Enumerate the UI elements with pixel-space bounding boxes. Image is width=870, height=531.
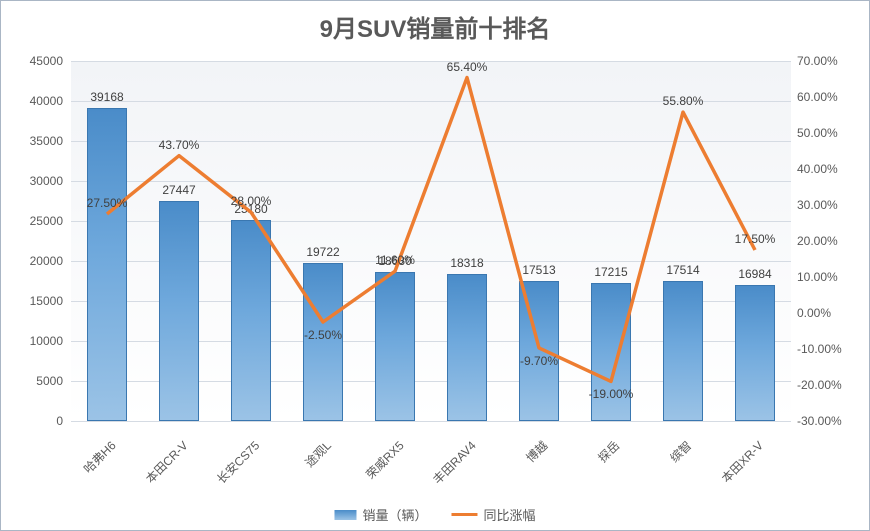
y2-tick-label: 20.00% xyxy=(797,234,857,248)
line-value-label: 11.60% xyxy=(375,253,415,267)
chart-container: 9月SUV销量前十排名 39168哈弗H627447本田CR-V25180长安C… xyxy=(0,0,870,531)
line-value-label: 17.50% xyxy=(735,232,776,246)
y1-tick-label: 35000 xyxy=(3,134,63,148)
x-tick-label: 丰田RAV4 xyxy=(428,437,479,488)
legend-item-bar: 销量（辆） xyxy=(334,505,427,524)
y2-tick-label: -20.00% xyxy=(797,378,857,392)
legend-bar-label: 销量（辆） xyxy=(362,505,427,524)
x-tick-label: 荣威RX5 xyxy=(362,437,408,483)
legend-line-label: 同比涨幅 xyxy=(484,505,536,524)
line-value-label: -9.70% xyxy=(520,354,558,368)
y1-tick-label: 20000 xyxy=(3,254,63,268)
chart-title: 9月SUV销量前十排名 xyxy=(1,1,869,48)
x-tick-label: 本田XR-V xyxy=(718,437,767,486)
y1-tick-label: 15000 xyxy=(3,294,63,308)
legend-line-icon xyxy=(452,513,478,516)
y2-tick-label: 40.00% xyxy=(797,162,857,176)
x-tick-label: 长安CS75 xyxy=(213,437,263,487)
line-value-label: 65.40% xyxy=(447,60,488,74)
y2-tick-label: 70.00% xyxy=(797,54,857,68)
y2-tick-label: 30.00% xyxy=(797,198,857,212)
gridline xyxy=(71,421,791,422)
x-tick-label: 哈弗H6 xyxy=(79,437,119,477)
y2-tick-label: 10.00% xyxy=(797,270,857,284)
x-tick-label: 探岳 xyxy=(594,437,623,466)
x-tick-label: 途观L xyxy=(301,437,335,471)
y1-tick-label: 10000 xyxy=(3,334,63,348)
y1-tick-label: 0 xyxy=(3,414,63,428)
y1-tick-label: 25000 xyxy=(3,214,63,228)
line-value-label: -19.00% xyxy=(589,387,634,401)
y2-tick-label: 0.00% xyxy=(797,306,857,320)
y1-tick-label: 40000 xyxy=(3,94,63,108)
y2-tick-label: -10.00% xyxy=(797,342,857,356)
y2-tick-label: -30.00% xyxy=(797,414,857,428)
y2-tick-label: 50.00% xyxy=(797,126,857,140)
legend-bar-icon xyxy=(334,510,356,520)
x-tick-label: 本田CR-V xyxy=(141,437,191,487)
x-tick-label: 缤智 xyxy=(666,437,695,466)
y2-tick-label: 60.00% xyxy=(797,90,857,104)
line-value-label: 28.00% xyxy=(231,194,272,208)
y1-tick-label: 30000 xyxy=(3,174,63,188)
line-value-label: 43.70% xyxy=(159,138,200,152)
legend-item-line: 同比涨幅 xyxy=(452,505,536,524)
line-value-label: -2.50% xyxy=(304,328,342,342)
line-value-label: 27.50% xyxy=(87,196,128,210)
legend: 销量（辆） 同比涨幅 xyxy=(334,505,535,524)
line-value-label: 55.80% xyxy=(663,94,704,108)
line-series xyxy=(71,61,791,421)
plot-area: 39168哈弗H627447本田CR-V25180长安CS7519722途观L1… xyxy=(71,61,791,421)
y1-tick-label: 45000 xyxy=(3,54,63,68)
x-tick-label: 博越 xyxy=(522,437,551,466)
y1-tick-label: 5000 xyxy=(3,374,63,388)
